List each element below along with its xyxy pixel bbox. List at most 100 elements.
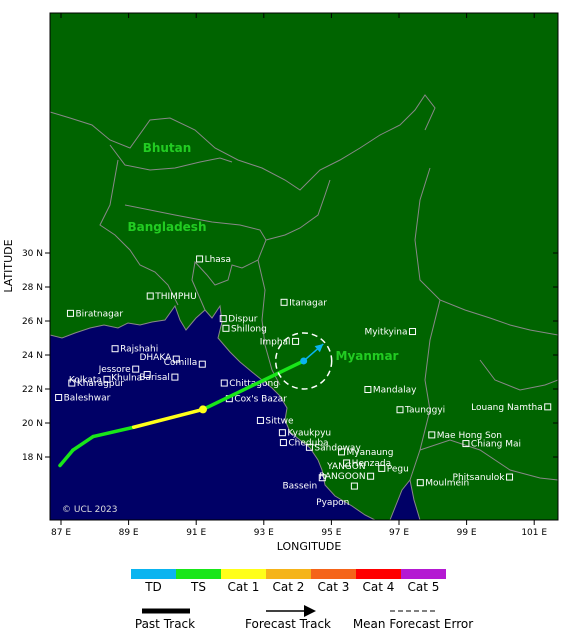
- legend-category-label: Cat 5: [408, 580, 440, 594]
- country-labels: Bhutan Bangladesh Myanmar: [127, 141, 398, 363]
- city-label: Taunggyi: [404, 406, 445, 416]
- legend: TD TS Cat 1 Cat 2 Cat 3 Cat 4 Cat 5 Past Track…: [131, 569, 473, 631]
- country-label: Bangladesh: [127, 220, 206, 234]
- x-tick-label: 89 E: [119, 528, 139, 538]
- city-marker: [146, 292, 154, 300]
- city-label: Kharagpur: [77, 379, 124, 389]
- city-marker: [256, 416, 264, 424]
- city-label: RANGOON: [319, 472, 366, 482]
- x-tick-label: 99 E: [457, 528, 477, 538]
- city-label: Pegu: [387, 464, 409, 474]
- axis-ticks: 87 E 89 E 91 E 93 E 95 E 97 E 99 E 101 E 18 N 20 …: [22, 13, 558, 538]
- city-label: Sandoway: [314, 443, 361, 453]
- x-axis-title: LONGITUDE: [277, 540, 342, 553]
- city-label: Myitkyina: [364, 328, 407, 338]
- city-marker: [364, 386, 372, 394]
- city-marker: [171, 373, 179, 381]
- city-label: Lhasa: [205, 255, 231, 265]
- legend-colorbar: TD TS Cat 1 Cat 2 Cat 3 Cat 4 Cat 5: [131, 569, 446, 594]
- legend-category-label: Cat 1: [228, 580, 260, 594]
- legend-category-label: Cat 4: [363, 580, 395, 594]
- plot-frame: [49, 12, 559, 521]
- storm-track: [58, 332, 333, 468]
- x-tick-label: 91 E: [186, 528, 206, 538]
- city-label: Mae Hong Son: [437, 431, 502, 441]
- city-marker: [222, 324, 230, 332]
- y-tick-label: 26 N: [22, 317, 43, 327]
- legend-color-swatch: [401, 569, 446, 579]
- legend-color-swatch: [311, 569, 356, 579]
- city-marker: [111, 345, 119, 353]
- city-marker: [367, 472, 375, 480]
- city-marker: [409, 328, 417, 336]
- city-label: Myanaung: [347, 448, 394, 458]
- city-marker: [280, 298, 288, 306]
- current-position-marker: [300, 357, 308, 365]
- past-track-segment: [58, 448, 75, 468]
- city-label: Chiang Mai: [471, 440, 521, 450]
- legend-color-swatch: [131, 569, 176, 579]
- past-track-segment: [131, 407, 205, 429]
- forecast-track-arrowhead: [314, 343, 324, 353]
- city-label: Louang Namtha: [471, 403, 543, 413]
- y-tick-label: 24 N: [22, 351, 43, 361]
- city-marker: [196, 255, 204, 263]
- x-tick-label: 97 E: [389, 528, 409, 538]
- city-label: Moulmein: [425, 479, 469, 489]
- x-tick-label: 101 E: [521, 528, 547, 538]
- city-label: Mandalay: [373, 386, 417, 396]
- city-label: Comilla: [164, 358, 198, 368]
- y-tick-label: 22 N: [22, 385, 43, 395]
- city-label: Bassein: [282, 482, 317, 492]
- city-label: Pyapon: [316, 498, 349, 508]
- legend-category-label: Cat 2: [273, 580, 305, 594]
- copyright-text: © UCL 2023: [62, 505, 118, 515]
- country-label: Bhutan: [143, 141, 192, 155]
- city-label: Imphal: [260, 337, 291, 347]
- city-label: Khulna: [111, 374, 142, 384]
- city-marker: [68, 379, 76, 387]
- city-label: Henzada: [352, 459, 391, 469]
- country-borders: [50, 94, 558, 481]
- city-marker: [55, 394, 63, 401]
- past-track-segment: [201, 359, 306, 412]
- city-marker: [462, 440, 470, 448]
- city-label: Sittwe: [265, 416, 294, 426]
- x-tick-label: 95 E: [321, 528, 341, 538]
- city-marker: [172, 355, 180, 363]
- y-tick-label: 18 N: [22, 453, 43, 463]
- city-label: Cox's Bazar: [234, 395, 287, 405]
- city-marker: [143, 371, 151, 379]
- x-tick-label: 93 E: [254, 528, 274, 538]
- bay-of-bengal: [50, 304, 376, 520]
- city-marker: [506, 473, 514, 481]
- city-marker: [66, 309, 74, 317]
- city-label: Phitsanulok: [453, 473, 506, 483]
- city-label: Shillong: [231, 324, 267, 334]
- y-axis-title: LATITUDE: [2, 239, 15, 292]
- legend-color-swatch: [221, 569, 266, 579]
- past-track-segment: [71, 434, 95, 452]
- city-marker: [132, 365, 140, 373]
- city-label: Jessore: [98, 365, 132, 375]
- y-tick-label: 20 N: [22, 419, 43, 429]
- legend-past-track-label: Past Track: [135, 617, 195, 631]
- city-marker: [219, 315, 227, 323]
- city-marker: [350, 482, 358, 490]
- country-label: Myanmar: [336, 349, 399, 363]
- legend-color-swatch: [176, 569, 221, 579]
- legend-forecast-track-label: Forecast Track: [245, 617, 331, 631]
- city-label: THIMPHU: [154, 292, 196, 302]
- city-marker: [343, 459, 351, 467]
- legend-color-swatch: [266, 569, 311, 579]
- legend-category-label: TD: [144, 580, 162, 594]
- map-plot-area: [49, 12, 559, 521]
- city-marker: [220, 379, 228, 387]
- city-label: Kyaukpyu: [287, 429, 331, 439]
- city-label: Kolkata: [69, 375, 102, 385]
- city-marker: [338, 448, 346, 456]
- legend-color-swatch: [356, 569, 401, 579]
- city-marker: [544, 403, 552, 411]
- city-label: Dispur: [228, 315, 258, 325]
